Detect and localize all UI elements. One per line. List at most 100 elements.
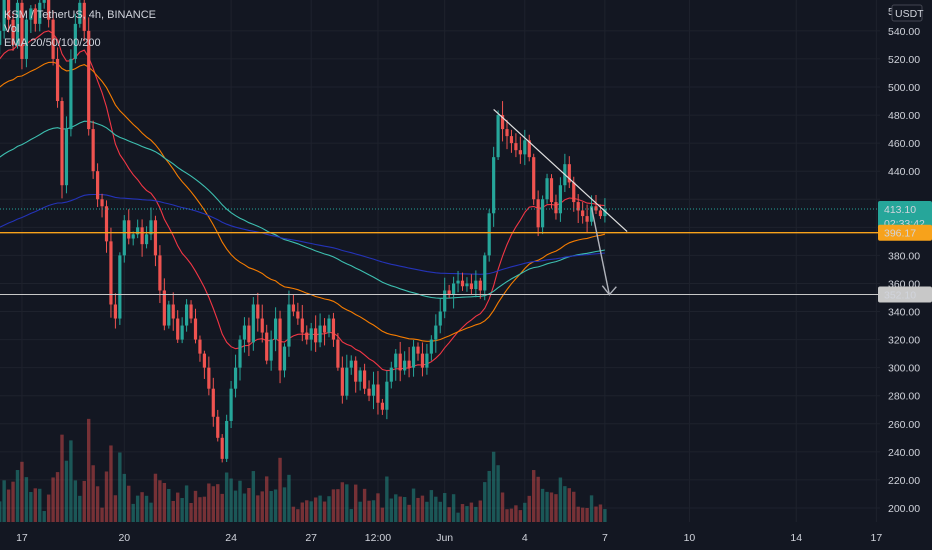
volume-bar <box>153 473 158 522</box>
price-tick-label: 320.00 <box>888 335 920 347</box>
volume-bar <box>305 500 309 522</box>
candle-body <box>447 290 451 295</box>
candle-body <box>211 388 215 417</box>
candle-body <box>567 164 571 183</box>
volume-bar <box>33 488 37 522</box>
volume-bar <box>135 495 140 522</box>
volume-bar <box>100 507 104 522</box>
candle-body <box>0 30 2 45</box>
volume-bar <box>496 465 500 522</box>
price-tick-label: 500.00 <box>888 82 920 94</box>
volume-bar <box>540 488 545 522</box>
candle-body <box>438 311 442 326</box>
drawings <box>493 109 628 296</box>
candle-body <box>55 58 60 102</box>
volume-bar <box>523 502 527 522</box>
volume-bar <box>238 480 242 522</box>
candle-body <box>171 304 175 319</box>
candle-body <box>104 206 109 242</box>
volume-bar <box>318 495 322 522</box>
price-tick-label: 280.00 <box>888 391 920 403</box>
volume-bar <box>434 496 438 522</box>
candle-body <box>78 2 82 24</box>
volume-bar <box>131 503 135 522</box>
volume-bar <box>73 480 78 522</box>
volume-bar <box>407 504 411 522</box>
candle-body <box>64 129 69 186</box>
time-axis[interactable]: 17 20 24 27 12:00 Jun 4 7 10 14 17 <box>0 522 882 550</box>
candle-body <box>403 360 407 371</box>
candle-body <box>305 332 309 340</box>
time-tick-label: 24 <box>225 532 237 544</box>
volume-label[interactable]: Vol <box>4 23 20 35</box>
candle-body <box>100 199 104 207</box>
candle-body <box>385 381 389 410</box>
candle-body <box>505 129 509 137</box>
candle-body <box>91 129 95 172</box>
candle-body <box>581 210 585 217</box>
ema-label[interactable]: EMA 20/50/100/200 <box>4 37 101 49</box>
volume-bar <box>87 418 91 522</box>
price-axis[interactable]: 200.00 220.00 240.00 260.00 280.00 300.00 320.… <box>880 0 932 550</box>
candle-body <box>598 210 603 217</box>
candle-body <box>483 255 487 291</box>
volume-bar <box>362 488 367 522</box>
volume-bar <box>411 488 416 522</box>
volume-bar <box>140 492 144 522</box>
time-axis-background <box>0 522 880 550</box>
volume-bar <box>313 497 318 522</box>
volume-bar <box>6 489 11 522</box>
volume-bar <box>354 484 358 522</box>
volume-bar <box>443 493 447 522</box>
volume-bar <box>55 472 60 522</box>
candle-body <box>541 199 545 228</box>
candle-body <box>469 283 473 290</box>
volume-bar <box>198 497 202 522</box>
candle-body <box>527 140 531 158</box>
candle-body <box>296 311 300 319</box>
volume-bar <box>447 507 451 522</box>
volume-bar <box>247 487 251 522</box>
candle-body <box>496 115 500 158</box>
volume-bar <box>594 506 598 522</box>
candle-body <box>309 328 313 340</box>
candle-body <box>202 353 206 368</box>
price-tick-label: 440.00 <box>888 166 920 178</box>
candle-body <box>176 318 180 340</box>
volume-bar <box>500 492 505 522</box>
volume-bar <box>176 492 180 522</box>
candle-body <box>51 19 55 59</box>
volume-bar <box>576 506 580 522</box>
volume-bar <box>207 483 211 522</box>
symbol-line[interactable]: KSM / TetherUS, 4h, BINANCE <box>4 9 157 21</box>
candle-body <box>322 325 327 333</box>
volume-bar <box>144 495 149 522</box>
volume-bar <box>376 493 380 522</box>
candle-body <box>492 157 496 214</box>
price-tick-label: 260.00 <box>888 419 920 431</box>
candle-body <box>180 325 184 340</box>
candle-body <box>29 8 33 20</box>
volume-bar <box>51 477 55 522</box>
projection-arrowhead <box>601 285 617 296</box>
volume-bar <box>487 470 491 522</box>
volume-bar <box>149 502 153 522</box>
volume-bar <box>425 501 429 522</box>
ema-200-line <box>0 193 605 275</box>
candle-body <box>456 280 460 284</box>
volume-bar <box>505 509 509 522</box>
time-tick-label: 7 <box>602 532 608 544</box>
volume-bar <box>171 500 175 522</box>
candle-body <box>500 115 505 130</box>
volume-bar <box>118 452 122 522</box>
candle-body <box>87 30 91 130</box>
candle-body <box>594 206 598 211</box>
volume-bar <box>349 509 353 522</box>
volume-bar <box>220 493 224 522</box>
volume-bar <box>536 476 540 522</box>
support-price-text: 396.17 <box>884 228 916 240</box>
volume-bar <box>64 460 69 522</box>
candle-body <box>554 202 558 214</box>
volume-bar <box>331 489 336 522</box>
